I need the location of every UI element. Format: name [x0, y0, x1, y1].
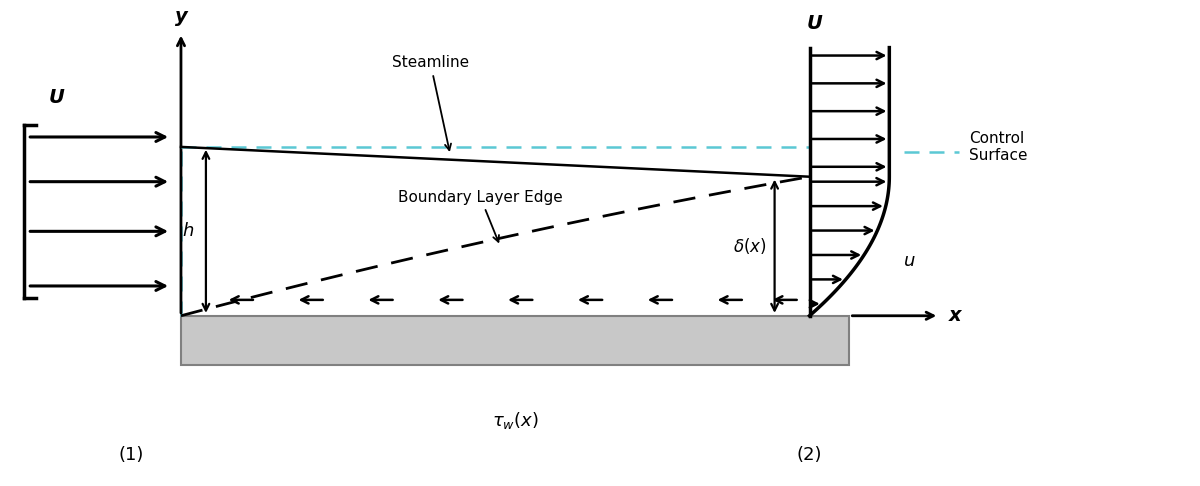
Text: $\delta(x)$: $\delta(x)$	[733, 236, 767, 256]
Text: u: u	[905, 252, 916, 270]
Text: U: U	[806, 14, 822, 33]
Text: (1): (1)	[119, 446, 144, 464]
Text: y: y	[174, 7, 187, 26]
Text: x: x	[949, 306, 962, 325]
Text: $\tau_w(x)$: $\tau_w(x)$	[492, 410, 539, 431]
Text: Steamline: Steamline	[392, 55, 469, 150]
Text: Boundary Layer Edge: Boundary Layer Edge	[398, 190, 563, 242]
Text: h: h	[182, 222, 194, 241]
Bar	[181, 316, 850, 365]
Text: U: U	[48, 88, 64, 107]
Text: (2): (2)	[797, 446, 822, 464]
Text: Control
Surface: Control Surface	[970, 131, 1027, 163]
